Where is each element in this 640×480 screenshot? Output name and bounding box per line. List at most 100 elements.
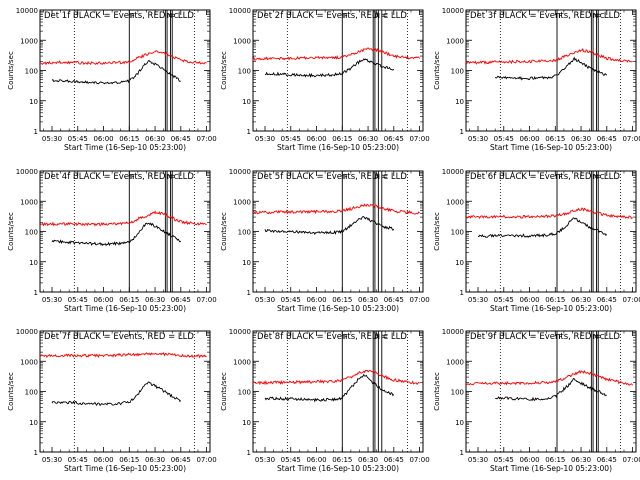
y-tick-label: 10000 xyxy=(442,168,464,176)
chart-panel: Det 1f BLACK = Events, RED = LLD Counts/s… xyxy=(7,7,217,152)
x-tick-label: 06:15 xyxy=(545,135,565,143)
x-axis-label: Start Time (16-Sep-10 05:23:00) xyxy=(490,464,612,473)
y-tick-label: 1 xyxy=(247,449,251,457)
y-tick-label: 100 xyxy=(451,389,464,397)
event-marker-label: C xyxy=(383,333,388,341)
x-tick-label: 05:45 xyxy=(281,296,301,304)
y-tick-label: 10000 xyxy=(442,328,464,336)
y-axis-label: Counts/sec xyxy=(220,212,228,251)
y-tick-label: 10 xyxy=(29,419,38,427)
x-tick-label: 06:30 xyxy=(571,135,591,143)
y-tick-label: 100 xyxy=(25,389,38,397)
x-tick-label: 06:30 xyxy=(358,296,378,304)
y-tick-label: 100 xyxy=(451,229,464,237)
event-marker-label: F xyxy=(131,12,135,20)
y-axis-label: Counts/sec xyxy=(220,51,228,90)
y-axis-label: Counts/sec xyxy=(7,372,15,411)
chart-panel: Det 2f BLACK = Events, RED = LLD Counts/s… xyxy=(220,7,430,152)
x-tick-label: 06:45 xyxy=(384,456,404,464)
y-tick-label: 10 xyxy=(455,419,464,427)
x-tick-label: 05:30 xyxy=(255,135,275,143)
x-tick-label: 07:00 xyxy=(409,296,429,304)
y-tick-label: 1 xyxy=(247,128,251,136)
x-tick-label: 05:30 xyxy=(255,456,275,464)
events-series-line xyxy=(494,56,608,81)
x-axis-label: Start Time (16-Sep-10 05:23:00) xyxy=(490,143,612,152)
y-tick-label: 100 xyxy=(25,229,38,237)
x-tick-label: 05:30 xyxy=(42,135,62,143)
event-marker-label: N xyxy=(593,173,598,181)
y-tick-label: 1 xyxy=(460,289,464,297)
event-marker-label: N xyxy=(593,12,598,20)
chart-title: Det 4f BLACK = Events, RED = LLD xyxy=(44,172,194,182)
x-tick-label: 06:45 xyxy=(384,296,404,304)
x-tick-label: 07:00 xyxy=(622,135,640,143)
chart-panel: Det 7f BLACK = Events, RED = LLD Counts/s… xyxy=(7,328,217,473)
chart-title: Det 9f BLACK = Events, RED = LLD xyxy=(470,332,620,342)
x-tick-label: 06:30 xyxy=(145,135,165,143)
event-marker-label: C xyxy=(383,173,388,181)
x-tick-label: 05:30 xyxy=(42,296,62,304)
events-series-line xyxy=(51,222,182,247)
events-series-line xyxy=(477,217,608,238)
y-tick-label: 1000 xyxy=(446,37,464,45)
x-tick-label: 06:45 xyxy=(597,456,617,464)
x-tick-label: 07:00 xyxy=(409,135,429,143)
x-tick-label: 06:45 xyxy=(171,456,191,464)
x-tick-label: 06:00 xyxy=(306,456,326,464)
x-tick-label: 06:00 xyxy=(519,296,539,304)
lld-series-line xyxy=(252,203,420,215)
chart-title: Det 8f BLACK = Events, RED = LLD xyxy=(257,332,407,342)
x-tick-label: 05:30 xyxy=(255,296,275,304)
chart-panel: Det 4f BLACK = Events, RED = LLD Counts/s… xyxy=(7,168,217,313)
event-marker-label: N xyxy=(167,173,172,181)
y-axis-label: Counts/sec xyxy=(7,51,15,90)
y-axis-label: Counts/sec xyxy=(433,51,441,90)
y-tick-label: 1000 xyxy=(446,358,464,366)
x-tick-label: 06:30 xyxy=(145,296,165,304)
y-tick-label: 1000 xyxy=(233,358,251,366)
x-tick-label: 06:15 xyxy=(332,456,352,464)
x-axis-label: Start Time (16-Sep-10 05:23:00) xyxy=(277,143,399,152)
x-tick-label: 06:00 xyxy=(519,135,539,143)
lld-series-line xyxy=(465,47,633,65)
events-series-line xyxy=(264,373,395,403)
x-tick-label: 07:00 xyxy=(196,296,216,304)
y-tick-label: 1 xyxy=(247,289,251,297)
x-tick-label: 05:45 xyxy=(494,135,514,143)
x-tick-label: 05:45 xyxy=(281,135,301,143)
y-tick-label: 1 xyxy=(460,449,464,457)
chart-title: Det 5f BLACK = Events, RED = LLD xyxy=(257,172,407,182)
events-series-line xyxy=(264,58,395,78)
y-tick-label: 10 xyxy=(242,419,251,427)
x-tick-label: 06:45 xyxy=(171,135,191,143)
chart-panel: Det 8f BLACK = Events, RED = LLD Counts/s… xyxy=(220,328,430,473)
event-marker-label: F xyxy=(131,173,135,181)
y-tick-label: 10 xyxy=(242,259,251,267)
y-tick-label: 10 xyxy=(242,98,251,106)
y-axis-label: Counts/sec xyxy=(7,212,15,251)
events-series-line xyxy=(264,216,395,236)
lld-series-line xyxy=(252,47,420,61)
x-tick-label: 06:30 xyxy=(358,456,378,464)
y-tick-label: 100 xyxy=(451,68,464,76)
events-series-line xyxy=(495,378,607,402)
y-tick-label: 10000 xyxy=(16,328,38,336)
x-tick-label: 07:00 xyxy=(622,296,640,304)
x-tick-label: 06:30 xyxy=(145,456,165,464)
x-tick-label: 06:30 xyxy=(358,135,378,143)
y-tick-label: 10000 xyxy=(16,7,38,15)
y-tick-label: 1000 xyxy=(20,358,38,366)
x-tick-label: 05:30 xyxy=(468,456,488,464)
chart-title: Det 2f BLACK = Events, RED = LLD xyxy=(257,11,407,21)
lld-series-line xyxy=(252,369,420,386)
x-axis-label: Start Time (16-Sep-10 05:23:00) xyxy=(277,464,399,473)
y-tick-label: 1 xyxy=(34,289,38,297)
lld-series-line xyxy=(39,50,207,66)
x-tick-label: 07:00 xyxy=(622,456,640,464)
chart-title: Det 3f BLACK = Events, RED = LLD xyxy=(470,11,620,21)
x-tick-label: 06:00 xyxy=(306,135,326,143)
events-series-line xyxy=(51,381,182,407)
event-marker-label: F xyxy=(344,333,348,341)
